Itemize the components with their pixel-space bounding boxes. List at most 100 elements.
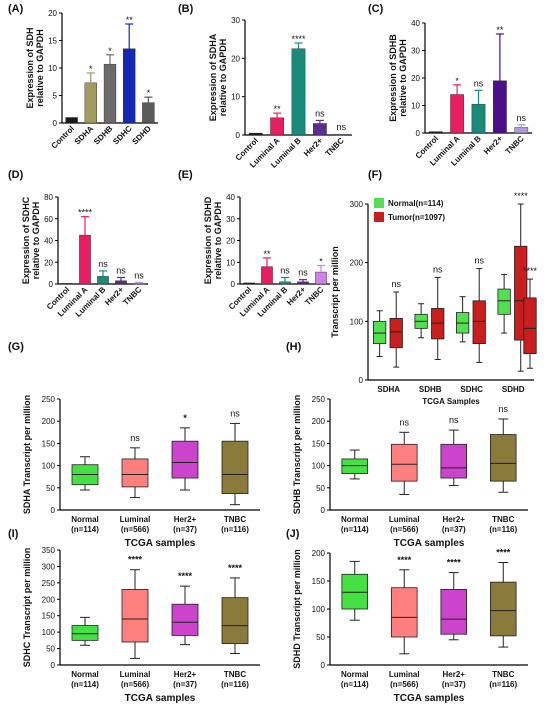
panel-g: 0 50 100 150 200 250 SDHA Transcript per milli… bbox=[8, 341, 260, 549]
panel-label: (H) bbox=[286, 341, 302, 353]
box bbox=[171, 440, 199, 479]
y-tick-label: 15 bbox=[48, 37, 57, 46]
significance-label: ns bbox=[433, 264, 443, 274]
y-tick-label: 150 bbox=[42, 612, 56, 621]
y-axis-title-line: Expression of SDHA bbox=[208, 33, 218, 121]
bar bbox=[103, 63, 117, 124]
box bbox=[341, 458, 369, 474]
significance-label: ns bbox=[98, 259, 108, 269]
bar bbox=[493, 80, 507, 134]
bar bbox=[291, 48, 306, 136]
box bbox=[489, 581, 517, 637]
significance-label: ns bbox=[498, 404, 508, 414]
bar bbox=[133, 283, 145, 285]
y-axis-title-line: Expression of SDHC bbox=[21, 196, 31, 284]
bar bbox=[313, 123, 327, 136]
bar bbox=[243, 282, 255, 285]
y-axis-title: SDHC Transcript per million bbox=[22, 548, 32, 668]
x-tick-label: SDHA bbox=[73, 124, 96, 147]
y-tick-label: 5 bbox=[53, 92, 58, 101]
y-axis-title: SDHD Transcript per million bbox=[292, 549, 302, 669]
panel-label: (J) bbox=[286, 528, 300, 540]
y-axis-title-line: relative to GAPDH bbox=[398, 39, 408, 117]
y-axis-title-line: SDHA Transcript per million bbox=[22, 395, 32, 514]
y-axis-title: SDHB Transcript per million bbox=[292, 395, 302, 515]
y-tick-label: 350 bbox=[42, 546, 56, 555]
box bbox=[523, 297, 537, 355]
significance-label: **** bbox=[447, 558, 462, 568]
x-tick-label: (n=114) bbox=[341, 680, 369, 689]
y-tick-label: 30 bbox=[226, 215, 235, 224]
significance-label: **** bbox=[78, 208, 93, 218]
x-tick-label: Her2+ bbox=[443, 515, 466, 524]
x-tick-label: TNBC bbox=[492, 515, 514, 524]
panel-label: (A) bbox=[8, 3, 24, 15]
y-tick-label: 60 bbox=[44, 215, 53, 224]
x-tick-label: (n=114) bbox=[71, 525, 99, 534]
significance-label: ** bbox=[496, 25, 504, 35]
y-tick-label: 0 bbox=[321, 506, 326, 515]
box bbox=[497, 288, 511, 315]
legend-swatch bbox=[374, 212, 384, 222]
bar bbox=[297, 281, 309, 285]
x-tick-label: SDHB bbox=[419, 385, 442, 394]
panel-label: (D) bbox=[8, 169, 24, 181]
panel-label: (C) bbox=[368, 3, 384, 15]
significance-label: **** bbox=[178, 571, 193, 581]
box bbox=[431, 308, 445, 340]
x-tick-label: Her2+ bbox=[302, 136, 324, 158]
y-axis-title-line: relative to GAPDH bbox=[213, 202, 223, 280]
y-tick-label: 10 bbox=[411, 102, 420, 111]
bar bbox=[315, 271, 327, 285]
significance-label: **** bbox=[514, 191, 529, 201]
y-tick-label: 50 bbox=[316, 484, 325, 493]
panel-label: (E) bbox=[178, 169, 193, 181]
y-tick-label: 10 bbox=[48, 64, 57, 73]
x-tick-label: (n=566) bbox=[121, 525, 150, 534]
y-tick-label: 50 bbox=[46, 484, 55, 493]
bar bbox=[471, 103, 486, 134]
bar bbox=[65, 117, 78, 124]
bar bbox=[261, 266, 273, 285]
x-tick-label: (n=116) bbox=[489, 680, 517, 689]
y-tick-label: 40 bbox=[226, 193, 235, 202]
significance-label: * bbox=[455, 76, 459, 86]
significance-label: ** bbox=[126, 15, 134, 25]
panel-f: 0 100 200 300 Transcript per million (F) SDHA S… bbox=[330, 169, 537, 406]
y-tick-label: 0 bbox=[231, 280, 236, 289]
significance-label: ns bbox=[337, 122, 347, 132]
bar bbox=[79, 234, 91, 285]
x-tick-label: (n=37) bbox=[442, 680, 466, 689]
x-tick-label: (n=114) bbox=[341, 525, 369, 534]
y-tick-label: 300 bbox=[42, 562, 56, 571]
x-axis-title: TCGA samples bbox=[394, 538, 465, 549]
y-tick-label: 20 bbox=[226, 237, 235, 246]
y-tick-label: 200 bbox=[312, 417, 326, 426]
x-axis-title: TCGA Samples bbox=[422, 397, 480, 406]
x-tick-label: SDHB bbox=[92, 124, 115, 147]
y-tick-label: 10 bbox=[226, 258, 235, 267]
x-tick-label: Her2+ bbox=[285, 285, 307, 307]
significance-label: * bbox=[319, 257, 323, 267]
y-tick-label: 20 bbox=[411, 74, 420, 83]
y-tick-label: 250 bbox=[42, 395, 56, 404]
x-tick-label: Her2+ bbox=[482, 134, 504, 156]
significance-label: * bbox=[89, 64, 93, 74]
legend-label: Normal(n=114) bbox=[388, 199, 444, 208]
x-tick-label: Normal bbox=[341, 515, 369, 524]
y-tick-label: 0 bbox=[321, 661, 326, 670]
x-tick-label: Her2+ bbox=[174, 670, 197, 679]
y-tick-label: 20 bbox=[231, 54, 240, 63]
y-tick-label: 0 bbox=[51, 506, 56, 515]
x-tick-label: Her2+ bbox=[443, 670, 466, 679]
panel-label: (I) bbox=[8, 528, 19, 540]
significance-label: ns bbox=[134, 270, 144, 280]
x-axis-title: TCGA samples bbox=[125, 538, 196, 549]
x-tick-label: (n=566) bbox=[390, 525, 419, 534]
x-tick-label: SDHD bbox=[502, 385, 525, 394]
y-axis-title: Expression of SDHBrelative to GAPDH bbox=[388, 34, 408, 122]
y-axis-title-line: SDHB Transcript per million bbox=[292, 395, 302, 515]
y-tick-label: 150 bbox=[312, 577, 326, 586]
